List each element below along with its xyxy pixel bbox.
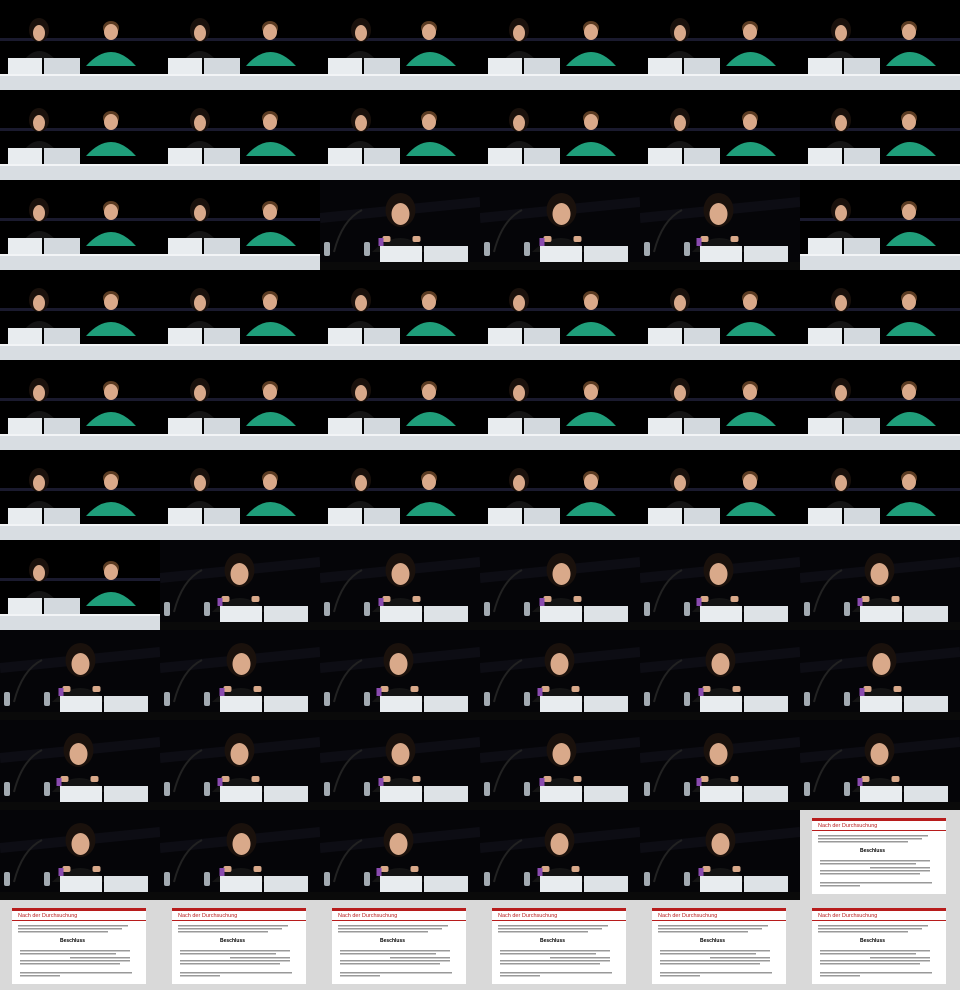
- video-frame-speaker: [640, 540, 800, 630]
- video-frame-two-speakers: [800, 90, 960, 180]
- video-frame-two-speakers: [480, 0, 640, 90]
- video-frame-two-speakers: [800, 360, 960, 450]
- video-frame-speaker: [800, 720, 960, 810]
- slide-title: Nach der Durchsuchung: [18, 913, 77, 919]
- video-frame-speaker: [320, 180, 480, 270]
- video-frame-two-speakers: [160, 450, 320, 540]
- video-frame-speaker: [800, 630, 960, 720]
- slide-frame: Nach der Durchsuchung Beschluss: [800, 900, 960, 990]
- video-frame-two-speakers: [480, 270, 640, 360]
- video-frame-two-speakers: [640, 360, 800, 450]
- video-frame-two-speakers: [320, 0, 480, 90]
- video-frame-speaker: [320, 630, 480, 720]
- video-frame-speaker: [480, 630, 640, 720]
- slide-frame: Nach der Durchsuchung Beschluss: [640, 900, 800, 990]
- video-frame-two-speakers: [160, 360, 320, 450]
- video-frame-two-speakers: [800, 0, 960, 90]
- video-frame-speaker: [480, 810, 640, 900]
- video-frame-speaker: [160, 720, 320, 810]
- video-frame-two-speakers: [480, 90, 640, 180]
- video-frame-two-speakers: [320, 90, 480, 180]
- video-frame-speaker: [160, 810, 320, 900]
- video-frame-two-speakers: [160, 0, 320, 90]
- video-frame-speaker: [640, 720, 800, 810]
- video-frame-two-speakers: [160, 180, 320, 270]
- video-frame-speaker: [320, 720, 480, 810]
- video-frame-speaker: [480, 720, 640, 810]
- slide-frame: Nach der Durchsuchung Beschluss: [480, 900, 640, 990]
- video-frame-speaker: [320, 810, 480, 900]
- video-frame-two-speakers: [160, 90, 320, 180]
- video-frame-two-speakers: [320, 270, 480, 360]
- video-frame-speaker: [160, 630, 320, 720]
- slide-emphasis: Beschluss: [700, 938, 725, 944]
- video-frame-speaker: [640, 810, 800, 900]
- slide-title: Nach der Durchsuchung: [178, 913, 237, 919]
- video-frame-two-speakers: [0, 450, 160, 540]
- slide-frame: Nach der Durchsuchung Beschluss: [160, 900, 320, 990]
- video-frame-speaker: [320, 540, 480, 630]
- slide-frame: Nach der Durchsuchung Beschluss: [0, 900, 160, 990]
- slide-emphasis: Beschluss: [60, 938, 85, 944]
- video-frame-two-speakers: [0, 540, 160, 630]
- video-frame-speaker: [640, 630, 800, 720]
- video-frame-two-speakers: [0, 0, 160, 90]
- slide-title: Nach der Durchsuchung: [498, 913, 557, 919]
- video-frame-speaker: [800, 540, 960, 630]
- video-frame-two-speakers: [800, 450, 960, 540]
- video-frame-speaker: [480, 180, 640, 270]
- video-frame-two-speakers: [160, 270, 320, 360]
- video-frame-speaker: [0, 810, 160, 900]
- video-frame-two-speakers: [0, 90, 160, 180]
- video-frame-speaker: [160, 540, 320, 630]
- video-frame-two-speakers: [0, 270, 160, 360]
- slide-title: Nach der Durchsuchung: [658, 913, 717, 919]
- slide-title: Nach der Durchsuchung: [818, 913, 877, 919]
- video-frame-two-speakers: [0, 180, 160, 270]
- video-frame-two-speakers: [640, 0, 800, 90]
- video-frame-two-speakers: [640, 450, 800, 540]
- slide-emphasis: Beschluss: [540, 938, 565, 944]
- video-frame-two-speakers: [480, 360, 640, 450]
- slide-title: Nach der Durchsuchung: [818, 823, 877, 829]
- video-frame-two-speakers: [0, 360, 160, 450]
- slide-emphasis: Beschluss: [220, 938, 245, 944]
- slide-frame: Nach der Durchsuchung Beschluss: [320, 900, 480, 990]
- video-frame-two-speakers: [480, 450, 640, 540]
- video-frame-two-speakers: [320, 360, 480, 450]
- slide-emphasis: Beschluss: [380, 938, 405, 944]
- video-frame-two-speakers: [320, 450, 480, 540]
- video-frame-speaker: [640, 180, 800, 270]
- video-frame-two-speakers: [800, 180, 960, 270]
- video-frame-two-speakers: [800, 270, 960, 360]
- video-frame-two-speakers: [640, 270, 800, 360]
- slide-title: Nach der Durchsuchung: [338, 913, 397, 919]
- slide-emphasis: Beschluss: [860, 938, 885, 944]
- slide-emphasis: Beschluss: [860, 848, 885, 854]
- video-frame-speaker: [0, 630, 160, 720]
- video-frame-speaker: [480, 540, 640, 630]
- slide-frame: Nach der Durchsuchung Beschluss: [800, 810, 960, 900]
- video-frame-two-speakers: [640, 90, 800, 180]
- video-frame-speaker: [0, 720, 160, 810]
